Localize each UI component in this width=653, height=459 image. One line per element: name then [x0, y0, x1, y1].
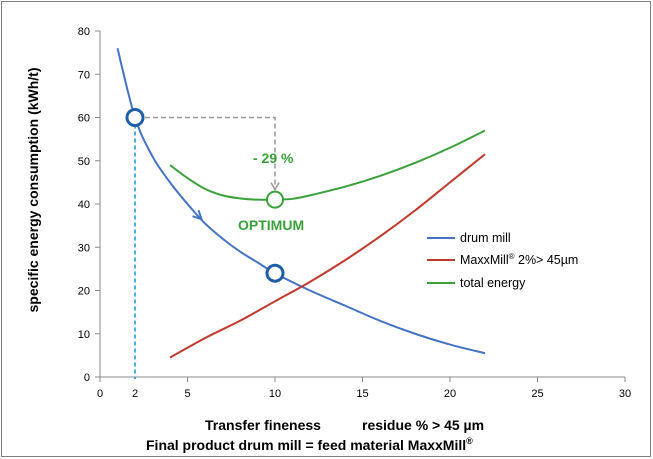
optimum-label: OPTIMUM: [238, 217, 304, 233]
legend-label-drum-mill: drum mill: [460, 231, 511, 245]
guide-lines: [134, 116, 280, 379]
y-tick-label: 30: [78, 242, 90, 254]
x-tick-label: 20: [444, 388, 456, 400]
y-tick-label: 70: [78, 69, 90, 81]
x-axis-label-a: Transfer fineness: [205, 417, 321, 433]
legend: drum mill MaxxMill® 2%> 45µm total energ…: [427, 231, 578, 290]
x-axis-label-b: residue % > 45 µm: [362, 417, 484, 433]
legend-label-maxxmill: MaxxMill® 2%> 45µm: [460, 252, 578, 267]
y-tick-label: 40: [78, 199, 90, 211]
y-tick-label: 10: [78, 329, 90, 341]
y-axis-label: specific energy consumption (kWh/t): [25, 67, 41, 312]
direction-arrowhead: [192, 209, 204, 221]
optimum-marker: [266, 190, 284, 209]
reduction-guide-line: [145, 116, 276, 188]
x-tick-label: 10: [269, 388, 281, 400]
x-tick-label: 15: [356, 388, 368, 400]
reduction-label: - 29 %: [253, 150, 294, 166]
y-tick-label: 60: [78, 113, 90, 125]
x-tick-label: 5: [184, 388, 190, 400]
series-line-1: [169, 153, 486, 359]
x-tick-label: 25: [531, 388, 543, 400]
x-tick-label: 2: [132, 388, 138, 400]
markers: [125, 108, 285, 283]
y-tick-label: 50: [78, 156, 90, 168]
series-line-2: [169, 129, 486, 201]
y-tick-label: 0: [84, 372, 90, 384]
y-tick-label: 20: [78, 286, 90, 298]
y-tick-label: 80: [78, 26, 90, 38]
x-tick-label: 30: [619, 388, 631, 400]
reduction-arrowhead: [270, 182, 280, 192]
legend-label-total-energy: total energy: [460, 276, 526, 290]
start-point-marker: [125, 108, 145, 127]
series-line-0: [116, 48, 486, 355]
x-axis-label-line2: Final product drum mill = feed material …: [146, 436, 473, 453]
x-tick-label: 0: [97, 388, 103, 400]
drum-point-marker: [265, 263, 285, 283]
series-lines: [116, 48, 486, 359]
